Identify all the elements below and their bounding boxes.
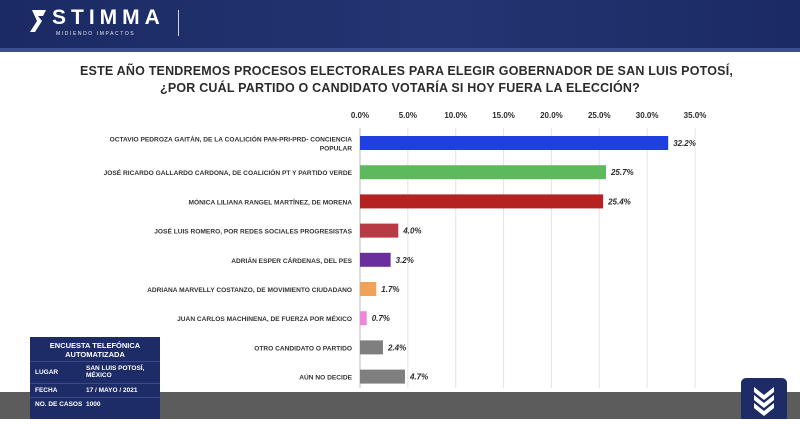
chart-title: ESTE AÑO TENDREMOS PROCESOS ELECTORALES …: [80, 63, 734, 97]
survey-info-title: ENCUESTA TELEFÓNICA AUTOMATIZADA: [49, 341, 141, 359]
survey-info-label: FECHA: [35, 387, 58, 394]
chevrons-down-icon: [754, 387, 774, 416]
value-label: 25.4%: [607, 197, 631, 206]
category-label: JUAN CARLOS MACHINENA, DE FUERZA POR MÉX…: [177, 314, 352, 323]
x-tick-label: 5.0%: [399, 111, 417, 120]
brand-tagline: MIDIENDO IMPACTOS: [56, 31, 136, 37]
x-tick-label: 30.0%: [636, 111, 659, 120]
value-labels: 32.2% 25.7% 25.4% 4.0% 3.2% 1.7% 0.7% 2.4% 4.7%: [372, 139, 696, 382]
x-tick-label: 0.0%: [351, 111, 369, 120]
survey-info-row-date: FECHA 17 / MAYO / 2021: [30, 383, 160, 398]
bar: [360, 340, 383, 355]
value-label: 32.2%: [673, 139, 696, 148]
x-tick-label: 25.0%: [588, 111, 611, 120]
bar: [360, 282, 377, 296]
bar: [360, 194, 604, 209]
category-label: AÚN NO DECIDE: [299, 373, 352, 382]
value-label: 4.0%: [402, 227, 421, 236]
chart-title-line-2: ¿POR CUÁL PARTIDO O CANDIDATO VOTARÍA SI…: [160, 81, 640, 95]
value-label: 0.7%: [372, 314, 390, 323]
bar: [360, 252, 391, 267]
header-band: STIMMA MIDIENDO IMPACTOS: [0, 0, 800, 52]
bar: [360, 223, 399, 238]
category-label: JOSÉ RICARDO GALLARDO CARDONA, DE COALIC…: [104, 168, 353, 177]
bar: [360, 165, 606, 180]
category-label: MÓNICA LILIANA RANGEL MARTÍNEZ, DE MOREN…: [189, 197, 353, 206]
survey-info-label: NO. DE CASOS: [35, 401, 83, 408]
stimma-logo-icon: [30, 10, 46, 32]
category-label: OTRO CANDIDATO O PARTIDO: [254, 345, 352, 352]
value-label: 4.7%: [409, 373, 428, 382]
category-labels: OCTAVIO PEDROZA GAITÁN, DE LA COALICIÓN …: [104, 135, 353, 382]
value-label: 3.2%: [396, 256, 414, 265]
survey-info-label: LUGAR: [35, 369, 59, 376]
category-label: ADRIÁN ESPER CÁRDENAS, DEL PES: [231, 256, 352, 265]
survey-info-value: 17 / MAYO / 2021: [86, 387, 138, 394]
x-tick-label: 35.0%: [684, 111, 707, 120]
x-tick-label: 10.0%: [444, 111, 467, 120]
bar: [360, 369, 405, 384]
bar: [360, 136, 669, 150]
category-label: OCTAVIO PEDROZA GAITÁN, DE LA COALICIÓN …: [110, 135, 353, 144]
category-label: POPULAR: [320, 146, 352, 153]
value-label: 25.7%: [610, 168, 634, 177]
brand-badge: [741, 378, 787, 419]
x-axis-tick-labels: 0.0% 5.0% 10.0% 15.0% 20.0% 25.0% 30.0% 35.0%: [351, 111, 706, 120]
category-label: ADRIANA MARVELLY COSTANZO, DE MOVIMIENTO…: [147, 287, 352, 294]
survey-info-value: 1000: [86, 401, 101, 408]
survey-info-row-place: LUGAR SAN LUIS POTOSÍ, MÉXICO: [30, 361, 160, 384]
value-label: 2.4%: [387, 343, 406, 352]
bar: [360, 311, 367, 326]
value-label: 1.7%: [381, 285, 399, 294]
logo-divider: [178, 10, 179, 36]
survey-info-box: ENCUESTA TELEFÓNICA AUTOMATIZADA LUGAR S…: [30, 337, 160, 419]
bars: [360, 136, 669, 384]
brand-name: STIMMA: [52, 6, 165, 29]
survey-info-value: SAN LUIS POTOSÍ, MÉXICO: [86, 365, 145, 379]
chart-title-line-1: ESTE AÑO TENDREMOS PROCESOS ELECTORALES …: [80, 64, 734, 78]
category-label: JOSÉ LUIS ROMERO, POR REDES SOCIALES PRO…: [154, 227, 352, 236]
x-tick-label: 20.0%: [540, 111, 563, 120]
survey-info-row-cases: NO. DE CASOS 1000: [30, 397, 160, 412]
x-tick-label: 15.0%: [492, 111, 515, 120]
